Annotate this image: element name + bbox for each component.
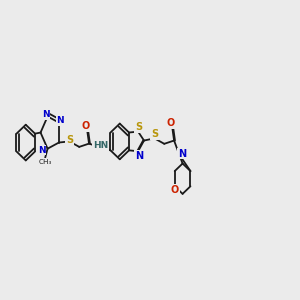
Text: O: O [171, 185, 179, 195]
Text: O: O [81, 122, 89, 131]
Text: N: N [38, 146, 46, 155]
Text: N: N [135, 151, 143, 161]
Text: N: N [42, 110, 50, 119]
Text: N: N [178, 149, 186, 159]
Text: HN: HN [93, 141, 108, 150]
Text: S: S [135, 122, 142, 132]
Text: S: S [151, 129, 158, 140]
Text: N: N [57, 116, 64, 125]
Text: CH₃: CH₃ [39, 159, 52, 165]
Text: S: S [66, 135, 73, 145]
Text: O: O [167, 118, 175, 128]
